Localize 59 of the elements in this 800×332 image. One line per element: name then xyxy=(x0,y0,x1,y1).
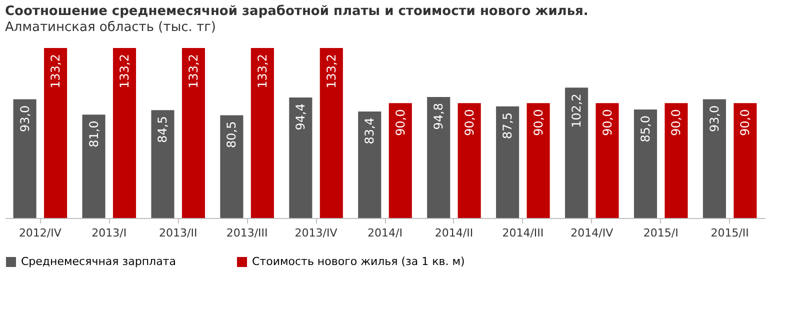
bar xyxy=(182,48,205,218)
data-label: 133,2 xyxy=(118,54,132,88)
data-label: 93,0 xyxy=(707,105,722,132)
bar xyxy=(565,88,588,218)
data-label: 102,2 xyxy=(570,94,584,128)
bar xyxy=(634,110,658,218)
bar xyxy=(220,115,244,218)
legend-label: Стоимость нового жилья (за 1 кв. м) xyxy=(252,255,465,268)
x-tick-label: 2013/III xyxy=(226,226,268,240)
data-label: 90,0 xyxy=(393,109,408,136)
bar xyxy=(320,48,343,218)
data-label: 90,0 xyxy=(669,109,684,136)
data-label: 84,5 xyxy=(156,116,170,143)
data-label: 133,2 xyxy=(48,54,63,88)
x-tick-label: 2015/I xyxy=(643,226,678,240)
data-label: 133,2 xyxy=(186,54,200,88)
data-label: 93,0 xyxy=(18,105,32,132)
bar xyxy=(82,114,106,218)
x-tick-label: 2014/II xyxy=(434,226,474,240)
x-tick-label: 2015/II xyxy=(710,226,749,240)
bar xyxy=(289,98,312,218)
bar xyxy=(496,106,520,218)
bar xyxy=(112,48,136,218)
data-label: 133,2 xyxy=(255,54,270,88)
chart-title: Соотношение среднемесячной заработной платы и стоимости нового жилья. xyxy=(5,4,588,19)
x-tick-label: 2014/III xyxy=(502,226,544,240)
x-tick-label: 2012/IV xyxy=(18,226,62,240)
bar xyxy=(151,110,174,218)
data-label: 94,8 xyxy=(432,103,446,130)
x-tick-label: 2014/I xyxy=(368,226,402,240)
data-label: 90,0 xyxy=(531,109,546,136)
bar xyxy=(702,99,726,218)
data-label: 87,5 xyxy=(500,112,515,140)
bar xyxy=(427,97,450,218)
bar xyxy=(526,103,550,218)
legend-label: Среднемесячная зарплата xyxy=(21,255,176,268)
data-label: 90,0 xyxy=(600,109,614,136)
data-label: 90,0 xyxy=(738,109,752,136)
bar xyxy=(664,103,688,218)
data-label: 81,0 xyxy=(86,120,101,148)
bar xyxy=(458,103,481,218)
bar xyxy=(388,103,412,218)
bar xyxy=(596,103,619,218)
data-label: 85,0 xyxy=(638,116,652,142)
x-tick-label: 2014/IV xyxy=(570,226,614,240)
data-label: 80,5 xyxy=(224,121,239,148)
x-tick-label: 2013/I xyxy=(92,226,127,240)
data-label: 133,2 xyxy=(324,54,338,88)
x-tick-label: 2013/II xyxy=(159,226,198,240)
bar xyxy=(44,48,68,218)
bar xyxy=(734,103,757,218)
chart-subtitle: Алматинская область (тыс. тг) xyxy=(5,20,216,35)
data-label: 90,0 xyxy=(462,109,476,136)
bar xyxy=(250,48,274,218)
data-label: 94,4 xyxy=(294,104,308,130)
bar xyxy=(358,112,382,218)
bar xyxy=(13,99,36,218)
data-label: 83,4 xyxy=(362,118,377,144)
x-tick-label: 2013/IV xyxy=(294,226,338,240)
